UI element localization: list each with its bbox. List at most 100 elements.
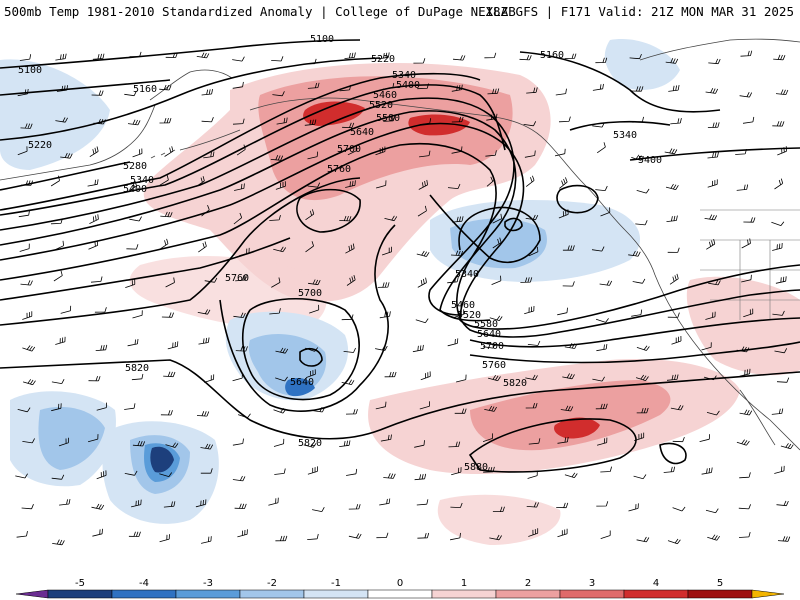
wind-barb bbox=[450, 502, 463, 508]
wind-barb bbox=[195, 499, 207, 508]
wind-barb bbox=[60, 305, 72, 314]
wind-barb bbox=[557, 436, 569, 444]
wind-barb bbox=[341, 379, 355, 385]
wind-barb bbox=[345, 243, 355, 254]
wind-barb bbox=[666, 215, 678, 222]
height-contours bbox=[0, 39, 800, 473]
wind-barb bbox=[232, 81, 244, 89]
wind-barb bbox=[384, 371, 397, 378]
colorbar-segment bbox=[367, 589, 433, 599]
wind-barb bbox=[87, 179, 99, 187]
wind-barb bbox=[305, 209, 315, 221]
wind-barb bbox=[59, 499, 71, 506]
wind-barb bbox=[164, 146, 174, 157]
wind-barb bbox=[554, 148, 566, 157]
wind-barb bbox=[416, 250, 430, 257]
wind-barb bbox=[420, 371, 431, 381]
contour-5340 bbox=[0, 72, 671, 264]
wind-barb bbox=[485, 150, 497, 157]
wind-barb bbox=[668, 85, 680, 92]
wind-barb bbox=[454, 408, 467, 414]
wind-barb bbox=[132, 148, 143, 158]
wind-barb bbox=[664, 148, 678, 155]
chart-title: 500mb Temp 1981-2010 Standardized Anomal… bbox=[4, 4, 516, 19]
wind-barb bbox=[271, 56, 284, 62]
wind-barb bbox=[452, 55, 466, 61]
wind-barb bbox=[559, 177, 568, 189]
contour-5700 bbox=[0, 188, 800, 401]
contour-label: 5220 bbox=[371, 54, 395, 65]
wind-barb bbox=[707, 122, 720, 128]
wind-barb bbox=[780, 443, 794, 450]
wind-barb bbox=[557, 528, 568, 538]
wind-barb bbox=[124, 91, 137, 97]
contour-5820 bbox=[0, 359, 800, 440]
wind-barb bbox=[527, 340, 541, 346]
wind-barb bbox=[19, 243, 30, 252]
wind-barb bbox=[636, 407, 649, 414]
contour-label: 5220 bbox=[28, 140, 52, 151]
wind-barb bbox=[592, 122, 605, 128]
wind-barb bbox=[672, 436, 685, 443]
wind-barb bbox=[632, 278, 646, 284]
wind-barb bbox=[591, 246, 605, 252]
wind-barb bbox=[307, 151, 318, 160]
wind-barb bbox=[88, 375, 101, 382]
wind-barb bbox=[631, 309, 643, 317]
wind-barb bbox=[91, 90, 104, 96]
wind-barb bbox=[92, 528, 103, 537]
wind-barb bbox=[741, 274, 752, 283]
wind-barb bbox=[636, 536, 650, 543]
contour-5340-ring bbox=[556, 184, 599, 214]
wind-barb bbox=[19, 54, 32, 61]
wind-barb bbox=[96, 402, 107, 411]
cold-anomaly-west-2-max bbox=[150, 446, 174, 473]
wind-barb bbox=[197, 309, 211, 315]
wind-barb bbox=[708, 279, 721, 286]
wind-barb bbox=[132, 310, 143, 319]
wind-barb bbox=[131, 499, 142, 508]
wind-barb bbox=[562, 281, 575, 287]
contour-label: 5760 bbox=[225, 273, 249, 284]
wind-barb bbox=[555, 88, 567, 96]
wind-barb bbox=[450, 532, 461, 541]
wind-barb bbox=[667, 312, 680, 318]
wind-barb bbox=[50, 218, 63, 225]
wind-barb bbox=[233, 312, 246, 318]
wind-barb bbox=[232, 475, 246, 482]
wind-barb bbox=[234, 183, 245, 191]
wind-barb bbox=[237, 529, 248, 538]
wind-barb bbox=[665, 58, 679, 64]
wind-barb bbox=[519, 54, 532, 61]
contour-label: 5460 bbox=[373, 90, 397, 101]
colorbar-segment bbox=[303, 589, 369, 599]
wind-barb bbox=[379, 498, 391, 506]
wind-barb bbox=[634, 432, 645, 442]
wind-barb bbox=[596, 142, 606, 154]
contour-label: 5700 bbox=[337, 144, 361, 155]
wind-barb bbox=[275, 535, 288, 542]
wind-barb bbox=[379, 311, 391, 319]
wind-barb bbox=[232, 56, 245, 62]
wind-barb bbox=[528, 528, 539, 537]
wind-barb bbox=[447, 338, 459, 347]
contour-label: 5580 bbox=[474, 319, 498, 330]
contour-label: 5340 bbox=[613, 130, 637, 141]
wind-barb bbox=[600, 466, 612, 473]
wind-barb bbox=[159, 175, 169, 186]
wind-barb bbox=[452, 216, 464, 223]
colorbar-segment bbox=[175, 589, 241, 599]
wind-barb bbox=[670, 118, 682, 125]
wind-barb bbox=[232, 438, 244, 446]
wind-barb bbox=[91, 503, 105, 510]
wind-barb bbox=[22, 311, 33, 320]
wind-barb bbox=[491, 275, 502, 285]
wind-barb bbox=[415, 318, 429, 324]
wind-barb bbox=[159, 117, 172, 124]
wind-barb bbox=[417, 532, 430, 539]
wind-barb bbox=[735, 148, 747, 155]
wind-barb bbox=[125, 279, 136, 288]
wind-barb bbox=[127, 338, 139, 347]
wind-barb bbox=[15, 473, 28, 479]
wind-barb bbox=[165, 442, 179, 448]
